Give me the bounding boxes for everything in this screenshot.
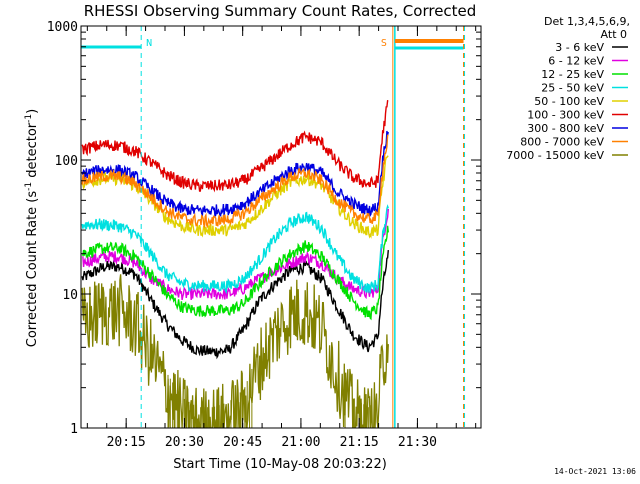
x-tick-label: 21:00 [281,435,320,450]
legend-label-3: 12 - 25 keV [541,68,604,81]
y-tick-label: 100 [55,154,78,169]
timestamp: 14-Oct-2021 13:06 [554,467,636,476]
night-marker-label: N [146,38,152,49]
x-tick-label: 21:30 [398,435,437,450]
legend-label-9: 7000 - 15000 keV [506,149,604,162]
legend-label-5: 50 - 100 keV [534,95,604,108]
y-axis-label: Corrected Count Rate (s-1 detector-1) [24,109,40,347]
y-axis-label-sup2: -1 [24,114,34,123]
x-tick-label: 20:45 [223,435,262,450]
y-axis-label-sup1: -1 [24,182,34,191]
series-line-6 [81,100,389,193]
series-line-8 [81,134,389,229]
series-line-4 [81,204,389,295]
plot-area [81,26,466,428]
legend-header-line1: Det 1,3,4,5,6,9, [544,15,630,28]
legend-label-4: 25 - 50 keV [541,82,604,95]
legend-header-line2: Att 0 [601,28,627,41]
legend-label-1: 3 - 6 keV [555,41,604,54]
y-tick-label: 1 [70,422,78,437]
x-axis-label: Start Time (10-May-08 20:03:22) [173,457,387,472]
series-line-3 [81,225,389,321]
x-tick-label: 20:15 [107,435,146,450]
y-tick-label: 1000 [47,20,78,35]
y-axis-label-part1: Corrected Count Rate (s [25,191,40,348]
y-axis-label-part3: ) [25,109,40,114]
y-tick-label: 10 [62,288,78,303]
chart-title: RHESSI Observing Summary Count Rates, Co… [84,2,477,20]
axes: N S 1 10 100 1000 20:15 20:30 20:45 21:00 21:15 21:… [47,20,482,450]
x-tick-label: 21:15 [340,435,379,450]
legend-label-6: 100 - 300 keV [527,109,604,122]
series-line-9 [81,274,389,428]
legend-label-8: 800 - 7000 keV [520,136,604,149]
series-line-7 [81,130,389,219]
x-tick-label: 20:30 [165,435,204,450]
legend-label-2: 6 - 12 keV [548,55,604,68]
plot-frame [80,25,482,429]
series-line-1 [81,250,389,360]
legend-label-7: 300 - 800 keV [527,122,604,135]
y-axis-label-part2: detector [25,122,40,182]
saa-marker-label: S [381,38,387,49]
